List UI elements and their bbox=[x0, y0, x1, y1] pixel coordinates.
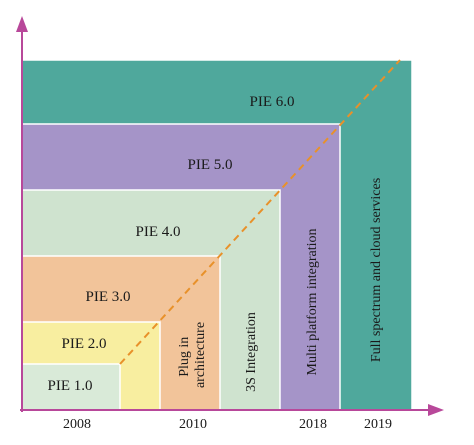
year-label-2010: 2010 bbox=[179, 417, 207, 432]
feature-plug-in-line1: Plug in bbox=[177, 337, 192, 377]
x-axis-arrow-icon bbox=[428, 404, 444, 416]
feature-plug-in-label: Plug in architecture bbox=[177, 322, 208, 388]
feature-multi-platform-label: Multi platform integration bbox=[305, 229, 320, 376]
year-label-2018: 2018 bbox=[299, 417, 327, 432]
pie4-label: PIE 4.0 bbox=[136, 224, 181, 240]
growth-dashed-line bbox=[119, 59, 401, 365]
feature-plug-in-line2: architecture bbox=[193, 322, 208, 388]
pie6-label: PIE 6.0 bbox=[250, 94, 295, 110]
pie1-label: PIE 1.0 bbox=[48, 378, 93, 394]
pie5-label: PIE 5.0 bbox=[188, 157, 233, 173]
pie3-label: PIE 3.0 bbox=[86, 289, 131, 305]
y-axis-arrow-icon bbox=[16, 16, 28, 32]
feature-3s-label: 3S Integration bbox=[244, 312, 259, 392]
feature-full-spectrum-label: Full spectrum and cloud services bbox=[369, 178, 384, 362]
year-label-2019: 2019 bbox=[364, 417, 392, 432]
year-label-2008: 2008 bbox=[63, 417, 91, 432]
pie2-label: PIE 2.0 bbox=[62, 336, 107, 352]
